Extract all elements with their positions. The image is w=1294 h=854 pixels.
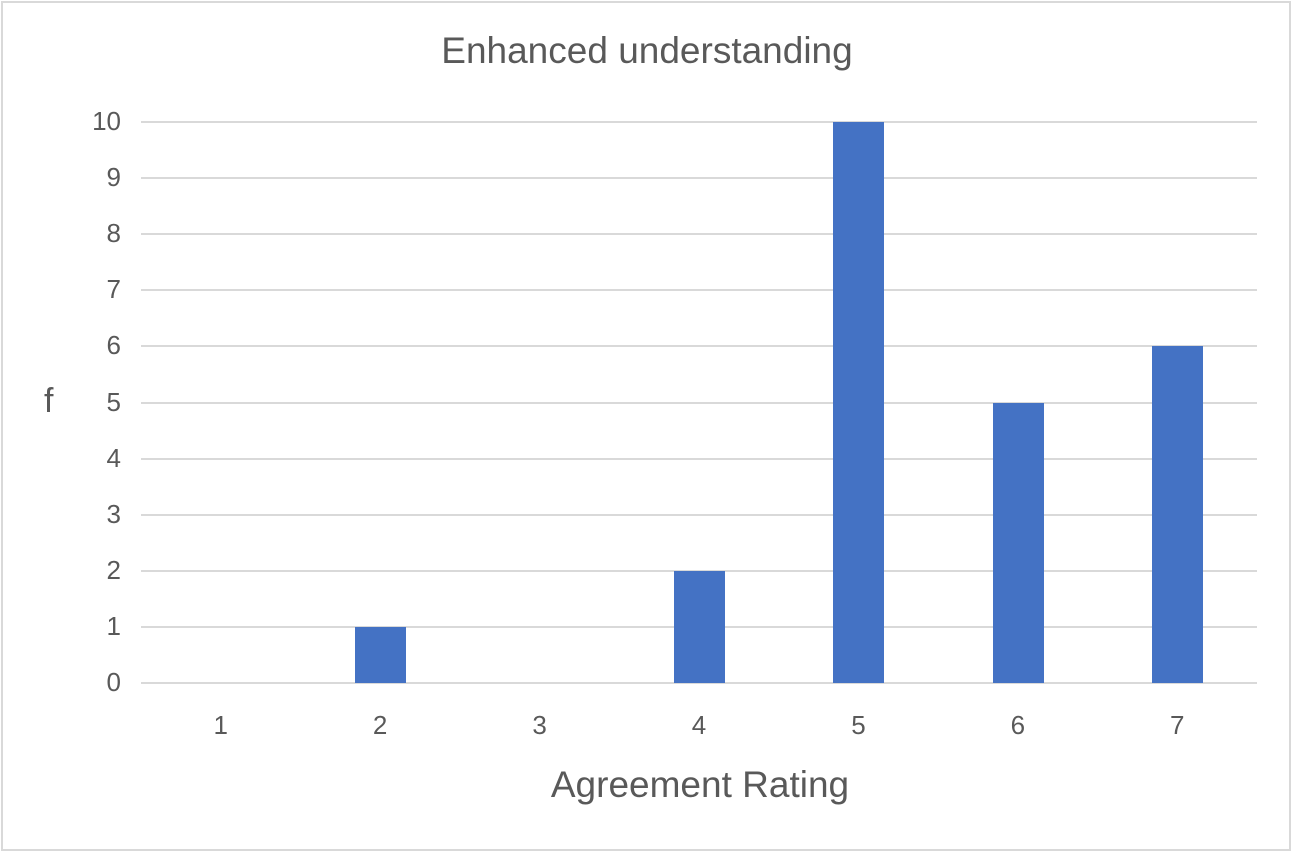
bar-5	[833, 122, 885, 683]
gridline	[141, 233, 1257, 236]
gridline	[141, 345, 1257, 348]
bar-2	[355, 626, 407, 683]
gridline	[141, 457, 1257, 460]
gridline	[141, 513, 1257, 516]
y-tick-label: 9	[106, 162, 121, 193]
x-tick-label: 5	[851, 710, 866, 740]
y-tick-label: 5	[106, 386, 121, 417]
y-tick-label: 1	[106, 610, 121, 641]
x-tick-label: 2	[372, 710, 388, 740]
y-tick-label: 6	[106, 330, 121, 361]
y-tick-label: 8	[106, 218, 121, 249]
gridline	[141, 682, 1257, 684]
x-tick-label: 1	[213, 710, 228, 740]
bar-4	[674, 570, 725, 683]
x-tick-label: 7	[1170, 710, 1185, 740]
gridline	[141, 401, 1257, 404]
y-tick-label: 0	[106, 667, 121, 697]
x-tick-label: 4	[691, 710, 707, 740]
y-axis-label: f	[44, 382, 54, 420]
y-tick-label: 4	[106, 442, 121, 473]
y-tick-label: 7	[106, 274, 121, 305]
gridline	[141, 121, 1257, 123]
gridline	[141, 177, 1257, 180]
chart-title: Enhanced understanding	[441, 30, 853, 71]
x-tick-label: 3	[532, 710, 547, 740]
x-axis-label: Agreement Rating	[550, 764, 850, 805]
y-tick-label: 3	[106, 498, 121, 529]
bar-7	[1152, 346, 1204, 683]
y-tick-label: 2	[106, 554, 121, 585]
plot-area	[141, 121, 1257, 684]
gridline	[141, 289, 1257, 292]
bar-6	[992, 402, 1044, 683]
y-tick-label: 10	[92, 106, 121, 136]
x-tick-label: 6	[1010, 710, 1026, 740]
